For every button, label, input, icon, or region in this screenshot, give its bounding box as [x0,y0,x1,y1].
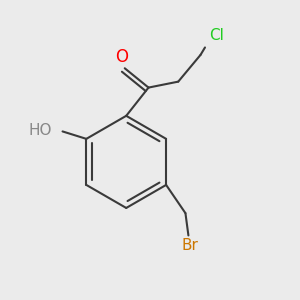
Text: Br: Br [182,238,198,253]
Text: O: O [115,48,128,66]
Text: HO: HO [28,123,52,138]
Text: Cl: Cl [209,28,224,43]
